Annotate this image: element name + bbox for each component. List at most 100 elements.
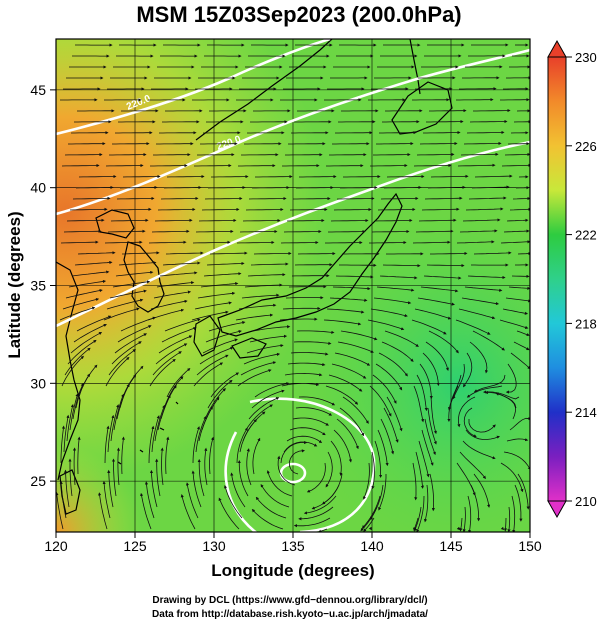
streamline bbox=[68, 458, 73, 497]
streamline bbox=[362, 462, 370, 500]
streamline bbox=[463, 352, 473, 388]
streamline bbox=[369, 385, 392, 417]
streamline bbox=[336, 418, 359, 450]
streamline bbox=[250, 262, 289, 266]
streamline bbox=[505, 363, 517, 394]
credit-line-1: Drawing by DCL (https://www.gfd−dennou.o… bbox=[152, 595, 427, 606]
streamline bbox=[340, 185, 378, 190]
streamline bbox=[504, 152, 530, 157]
streamline bbox=[421, 207, 460, 211]
streamline bbox=[293, 517, 331, 528]
streamline bbox=[286, 218, 325, 223]
streamline bbox=[206, 261, 245, 266]
streamline bbox=[455, 319, 491, 335]
x-axis-label: Longitude (degrees) bbox=[211, 561, 374, 580]
streamline bbox=[418, 440, 430, 478]
streamline bbox=[240, 361, 277, 376]
streamline bbox=[374, 218, 413, 223]
streamline bbox=[193, 362, 224, 387]
colorbar-tick-label: 230 bbox=[575, 50, 597, 65]
streamline bbox=[483, 390, 520, 400]
streamline bbox=[371, 229, 410, 234]
streamline bbox=[204, 388, 226, 420]
streamline bbox=[466, 385, 503, 398]
streamline bbox=[430, 396, 437, 435]
streamline bbox=[159, 271, 198, 277]
streamline bbox=[378, 474, 387, 511]
streamline bbox=[502, 308, 529, 315]
streamline bbox=[517, 251, 530, 256]
streamline bbox=[166, 174, 205, 179]
streamline bbox=[323, 319, 362, 326]
streamline bbox=[112, 280, 151, 288]
streamline bbox=[163, 185, 202, 190]
streamline bbox=[56, 492, 64, 530]
coastline-taiwan bbox=[59, 469, 81, 515]
streamline bbox=[331, 363, 367, 379]
streamline bbox=[64, 347, 91, 376]
streamline bbox=[111, 341, 142, 365]
streamline bbox=[337, 196, 375, 201]
streamline bbox=[418, 218, 457, 222]
streamline bbox=[201, 207, 240, 212]
streamline bbox=[325, 451, 333, 488]
streamline bbox=[113, 393, 125, 431]
streamline bbox=[462, 440, 496, 460]
streamline bbox=[462, 506, 466, 532]
x-tick-label: 120 bbox=[44, 538, 68, 554]
streamline bbox=[379, 275, 418, 280]
streamline bbox=[290, 352, 329, 356]
streamline bbox=[151, 415, 160, 453]
colorbar: 230 226 222 218 214 210 bbox=[547, 39, 597, 519]
x-tick-label: 150 bbox=[518, 538, 542, 554]
streamline bbox=[334, 352, 371, 366]
colorbar-min-arrow bbox=[547, 500, 567, 519]
streamline bbox=[459, 229, 498, 233]
streamline bbox=[466, 130, 505, 135]
streamline bbox=[210, 372, 240, 398]
streamline bbox=[75, 185, 114, 190]
streamline bbox=[66, 218, 105, 222]
streamline bbox=[78, 174, 117, 179]
streamline bbox=[412, 240, 451, 244]
streamline bbox=[61, 163, 100, 168]
streamline bbox=[286, 435, 323, 443]
streamline bbox=[154, 404, 166, 442]
streamline bbox=[239, 418, 257, 453]
streamline bbox=[423, 275, 462, 280]
streamline bbox=[426, 264, 465, 268]
streamline bbox=[414, 308, 452, 320]
streamline bbox=[69, 207, 108, 211]
coastline-china bbox=[56, 261, 81, 481]
streamline bbox=[140, 492, 152, 530]
credit-line-2: Data from http://database.rish.kyoto−u.a… bbox=[152, 609, 428, 620]
x-tick-label: 145 bbox=[439, 538, 463, 554]
streamline bbox=[376, 286, 415, 292]
streamline bbox=[107, 414, 115, 453]
streamline bbox=[198, 406, 213, 442]
streamline bbox=[287, 362, 326, 367]
streamline bbox=[63, 229, 102, 233]
streamline bbox=[255, 496, 287, 519]
x-tick-label: 140 bbox=[360, 538, 384, 554]
streamline bbox=[107, 469, 114, 508]
streamline bbox=[166, 367, 191, 398]
coastline-shikoku bbox=[231, 337, 267, 359]
streamline bbox=[381, 341, 414, 362]
streamline bbox=[429, 473, 435, 512]
streamline bbox=[102, 480, 111, 519]
streamline bbox=[63, 414, 70, 453]
streamline bbox=[452, 363, 465, 400]
streamline bbox=[370, 163, 408, 168]
streamline bbox=[373, 297, 412, 305]
streamline bbox=[248, 196, 287, 201]
streamline bbox=[237, 460, 249, 497]
streamline bbox=[424, 418, 436, 456]
contour-line-1 bbox=[56, 39, 331, 136]
streamline bbox=[457, 396, 476, 428]
streamline bbox=[471, 185, 510, 189]
streamline bbox=[63, 469, 70, 508]
y-axis-label: Latitude (degrees) bbox=[5, 211, 24, 358]
streamline bbox=[468, 419, 496, 433]
streamline bbox=[284, 372, 323, 377]
